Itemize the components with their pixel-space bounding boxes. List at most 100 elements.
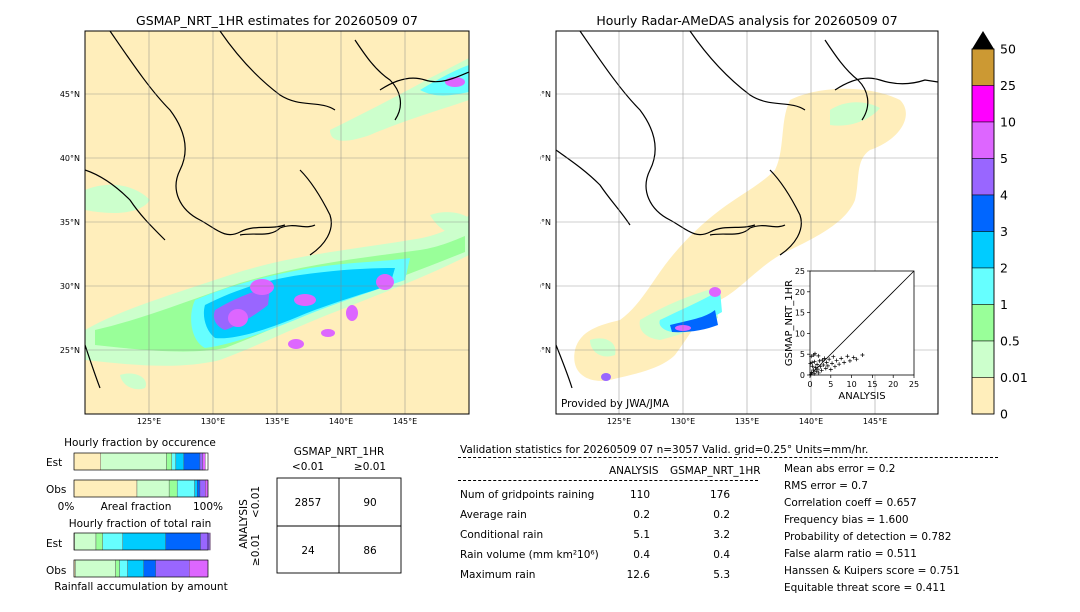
fraction-segment xyxy=(200,532,211,551)
scatter-point xyxy=(813,365,818,370)
scatter-point xyxy=(830,361,835,366)
score: Frequency bias = 1.600 xyxy=(784,514,909,526)
left-map: 45°N 40°N 35°N 30°N 25°N 125°E 130°E 135… xyxy=(60,30,470,426)
scatter-point xyxy=(832,364,837,369)
colorbar-swatch xyxy=(971,85,995,123)
ct-col-label: ≥0.01 xyxy=(354,461,386,473)
occurrence-fraction-chart: Est Obs 0% 100% Areal fraction xyxy=(46,452,223,513)
lat-label: 40°N xyxy=(540,154,551,163)
colorbar-swatch xyxy=(971,48,995,86)
lon-label: 140°E xyxy=(799,417,823,426)
radar-coverage xyxy=(574,88,906,381)
occurrence-title: Hourly fraction by occurence xyxy=(64,437,216,449)
rain-cell xyxy=(228,309,248,327)
fraction-segment xyxy=(115,559,120,578)
row-gsmap: 176 xyxy=(709,489,730,501)
rain-cell xyxy=(376,274,394,290)
scatter-point xyxy=(860,353,865,358)
scatter-point xyxy=(839,356,844,361)
lon-label: 140°E xyxy=(329,417,353,426)
scatter-point xyxy=(822,356,827,361)
scatter-point xyxy=(812,371,817,376)
scatter-point xyxy=(842,360,847,365)
table-rule xyxy=(458,480,758,481)
colorbar-swatch xyxy=(971,377,995,415)
lat-label: 35°N xyxy=(540,218,551,227)
scatter-point xyxy=(818,364,823,369)
row-gsmap: 0.2 xyxy=(713,509,730,521)
lon-label: 145°E xyxy=(863,417,887,426)
scatter-point xyxy=(847,358,852,363)
scatter-point xyxy=(810,364,815,369)
row-analysis: 0.4 xyxy=(633,549,650,561)
scatter-point xyxy=(851,355,856,360)
rain-cell xyxy=(321,329,335,337)
scatter-point xyxy=(816,370,821,375)
scatter-point xyxy=(827,357,832,362)
row-gsmap: 5.3 xyxy=(713,569,730,581)
colorbar-label: 1 xyxy=(1000,297,1008,312)
colorbar-label: 5 xyxy=(1000,151,1008,166)
fraction-segment xyxy=(95,532,103,551)
fraction-segment xyxy=(165,532,201,551)
scatter-point xyxy=(812,359,817,364)
scatter-point xyxy=(817,358,822,363)
occ-label-obs: Obs xyxy=(46,484,66,496)
lat-label: 45°N xyxy=(540,90,551,99)
scatter-ytick: 0 xyxy=(800,371,805,380)
validation-header-rule xyxy=(458,457,998,458)
fraction-segment xyxy=(75,559,116,578)
rain-patch xyxy=(120,373,146,390)
scatter-point xyxy=(808,372,813,377)
colorbar-extend-arrow xyxy=(972,31,994,49)
scatter-plot: 00 5 5 10 10 15 15 20 20 25 25 ANALYSIS GSMAP_NRT_… xyxy=(784,267,919,402)
fraction-segment xyxy=(171,452,177,471)
tot-label-obs: Obs xyxy=(46,565,66,577)
scatter-xtick: 5 xyxy=(828,380,833,389)
colorbar-label: 25 xyxy=(1000,78,1016,93)
row-gsmap: 3.2 xyxy=(713,529,730,541)
scatter-point xyxy=(814,369,819,374)
contingency-table: GSMAP_NRT_1HR <0.01 ≥0.01 ANALYSIS <0.01… xyxy=(238,446,402,574)
scatter-point xyxy=(812,351,817,356)
ct-row-label: <0.01 xyxy=(250,486,262,518)
col-gsmap: GSMAP_NRT_1HR xyxy=(670,465,761,477)
rain-cell xyxy=(294,294,316,306)
fraction-segment xyxy=(194,479,198,498)
scatter-ytick: 10 xyxy=(795,329,805,338)
row-label: Maximum rain xyxy=(460,569,536,581)
validation-header: Validation statistics for 20260509 07 n=… xyxy=(460,444,869,456)
score: Probability of detection = 0.782 xyxy=(784,531,952,543)
colorbar-label: 3 xyxy=(1000,224,1008,239)
occ-xlabel: Areal fraction xyxy=(101,501,172,513)
fraction-segment xyxy=(122,532,166,551)
total-rain-fraction-chart: Est Obs Rainfall accumulation by amount xyxy=(46,532,228,593)
tot-xlabel: Rainfall accumulation by amount xyxy=(54,581,227,593)
fraction-segment xyxy=(74,532,97,551)
fraction-segment xyxy=(189,559,209,578)
lon-label: 135°E xyxy=(735,417,759,426)
lon-label: 145°E xyxy=(393,417,417,426)
rain-cell xyxy=(250,279,274,295)
row-analysis: 110 xyxy=(629,489,650,501)
provider-credit: Provided by JWA/JMA xyxy=(561,398,670,410)
lat-label: 30°N xyxy=(60,282,80,291)
colorbar-label: 4 xyxy=(1000,188,1008,203)
scatter-ytick: 25 xyxy=(795,267,805,276)
colorbar-label: 2 xyxy=(1000,261,1008,276)
one-to-one-line xyxy=(809,270,915,376)
row-analysis: 0.2 xyxy=(633,509,650,521)
row-gsmap: 0.4 xyxy=(713,549,730,561)
lon-label: 125°E xyxy=(607,417,631,426)
row-analysis: 5.1 xyxy=(633,529,650,541)
colorbar-label: 0 xyxy=(1000,407,1008,421)
colorbar-swatch xyxy=(971,304,995,342)
ct-cell: 90 xyxy=(363,497,376,509)
fraction-segment xyxy=(202,452,206,471)
ct-cell: 86 xyxy=(363,545,377,557)
lon-label: 125°E xyxy=(137,417,161,426)
fraction-segment xyxy=(102,532,123,551)
scatter-xtick: 20 xyxy=(888,380,898,389)
scatter-xtick: 15 xyxy=(867,380,877,389)
scatter-point xyxy=(819,368,824,373)
